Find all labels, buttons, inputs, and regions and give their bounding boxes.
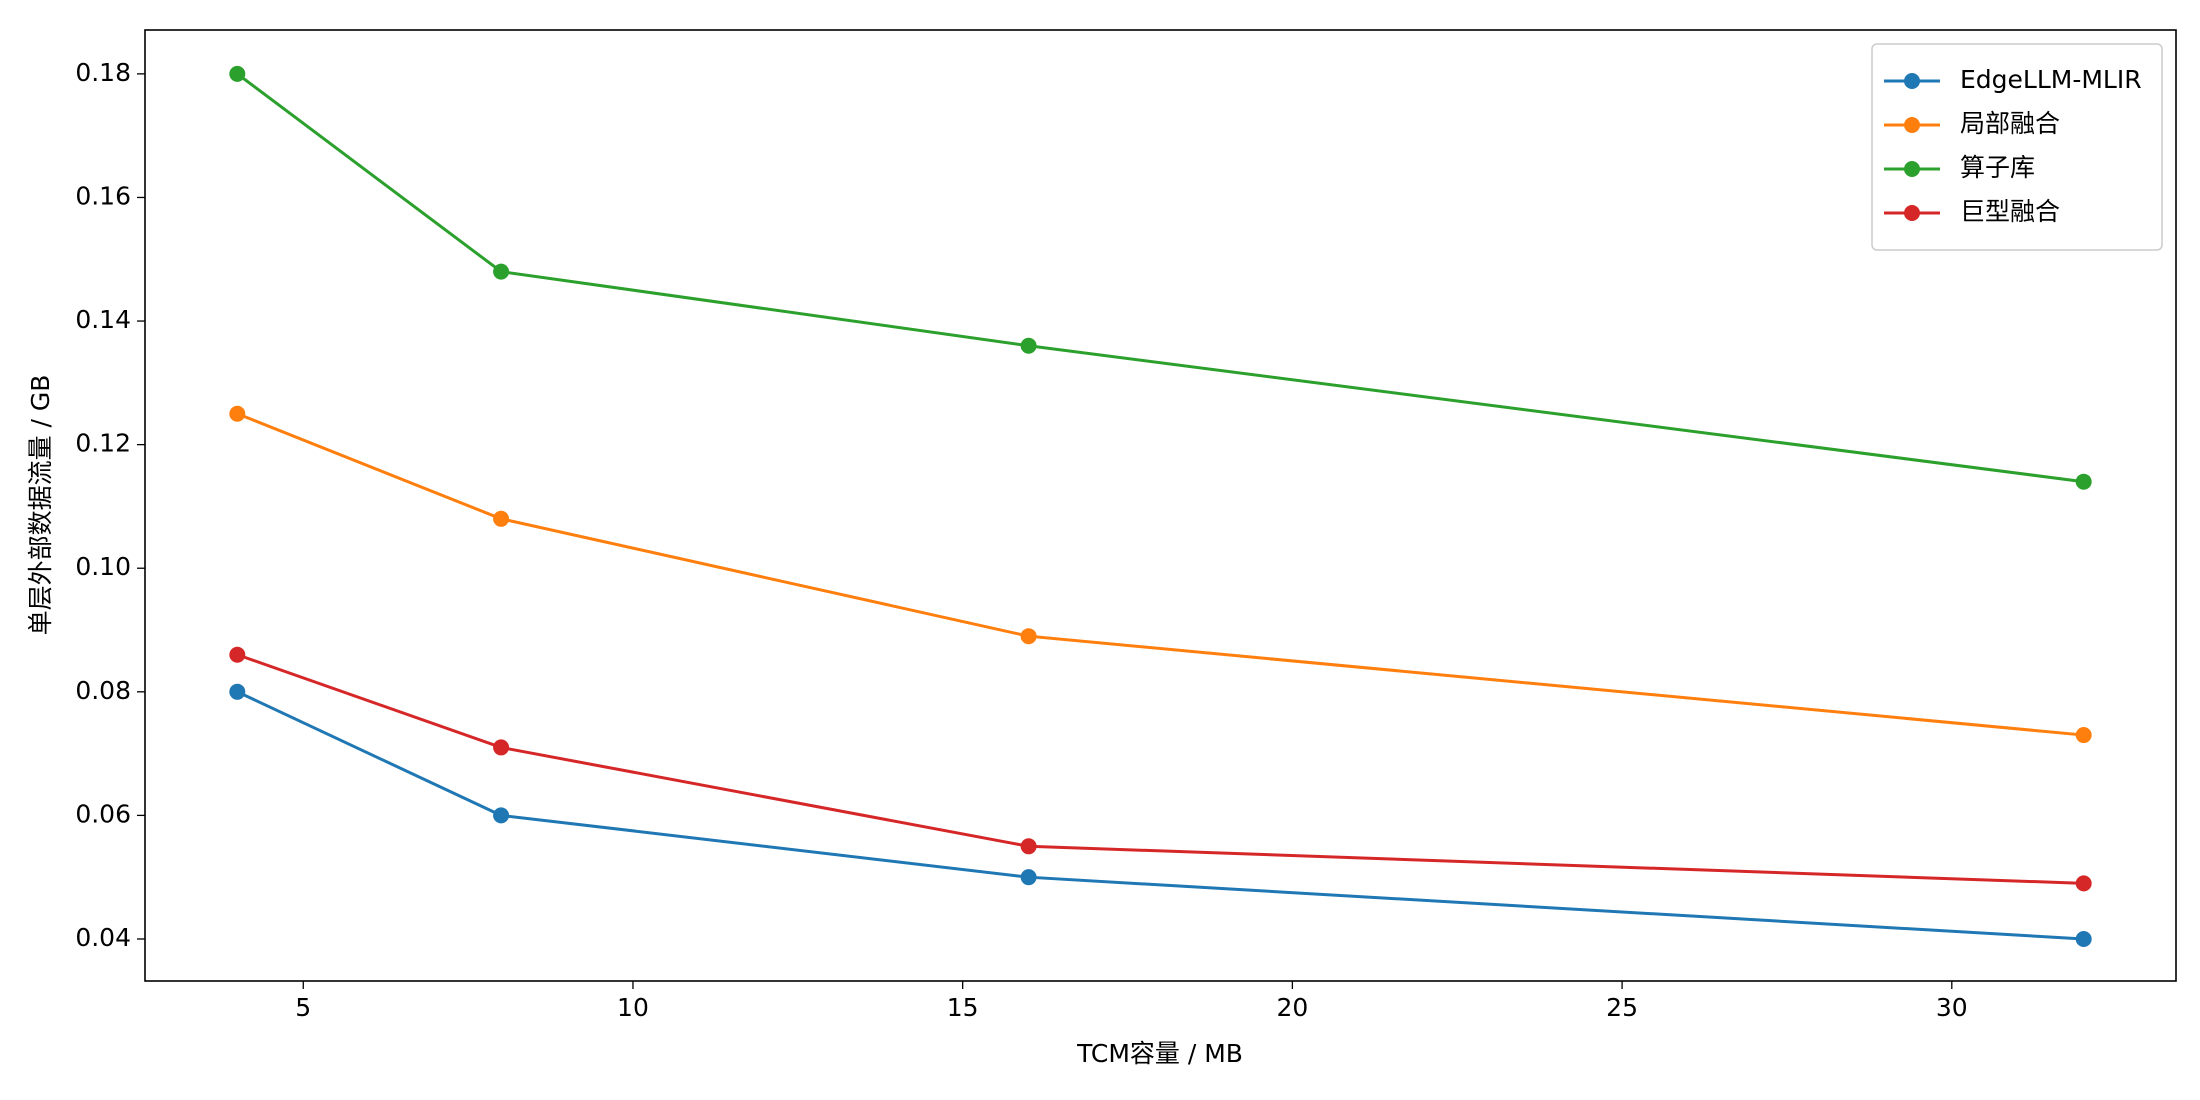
data-point (229, 405, 246, 422)
legend-marker (1904, 117, 1920, 133)
legend-label: EdgeLLM-MLIR (1960, 65, 2142, 94)
data-point (2075, 473, 2092, 490)
data-point (2075, 930, 2092, 947)
series-line (236, 412, 2084, 737)
x-tick-label: 30 (1936, 993, 1968, 1022)
series-line (236, 72, 2084, 484)
legend-label: 局部融合 (1960, 109, 2060, 138)
y-tick-label: 0.04 (75, 923, 131, 952)
data-point (493, 807, 510, 824)
y-tick-label: 0.16 (75, 181, 131, 210)
legend-marker (1904, 205, 1920, 221)
data-point (493, 739, 510, 756)
data-point (1020, 869, 1037, 886)
y-tick-label: 0.08 (75, 676, 131, 705)
legend-marker (1904, 73, 1920, 89)
series-line (236, 690, 2084, 941)
y-tick-label: 0.14 (75, 305, 131, 334)
data-point (2075, 727, 2092, 744)
data-point (229, 646, 246, 663)
y-tick-label: 0.06 (75, 799, 131, 828)
y-tick-label: 0.18 (75, 58, 131, 87)
legend-marker (1904, 161, 1920, 177)
data-point (1020, 838, 1037, 855)
y-tick-label: 0.10 (75, 552, 131, 581)
x-tick-label: 5 (295, 993, 311, 1022)
data-point (229, 683, 246, 700)
data-point (1020, 337, 1037, 354)
plot-frame (144, 29, 2177, 982)
data-point (229, 65, 246, 82)
series-line (236, 653, 2084, 885)
x-tick-label: 25 (1606, 993, 1638, 1022)
data-point (2075, 875, 2092, 892)
x-tick-label: 20 (1276, 993, 1308, 1022)
x-axis-label: TCM容量 / MB (1076, 1039, 1243, 1068)
y-tick-label: 0.12 (75, 429, 131, 458)
x-tick-label: 15 (947, 993, 979, 1022)
legend-box (1871, 43, 2163, 251)
data-point (493, 510, 510, 527)
data-point (1020, 628, 1037, 645)
legend-label: 算子库 (1960, 153, 2035, 182)
legend-label: 巨型融合 (1960, 197, 2060, 226)
x-tick-label: 10 (617, 993, 649, 1022)
data-point (493, 263, 510, 280)
y-axis-label: 单层外部数据流量 / GB (26, 375, 55, 636)
